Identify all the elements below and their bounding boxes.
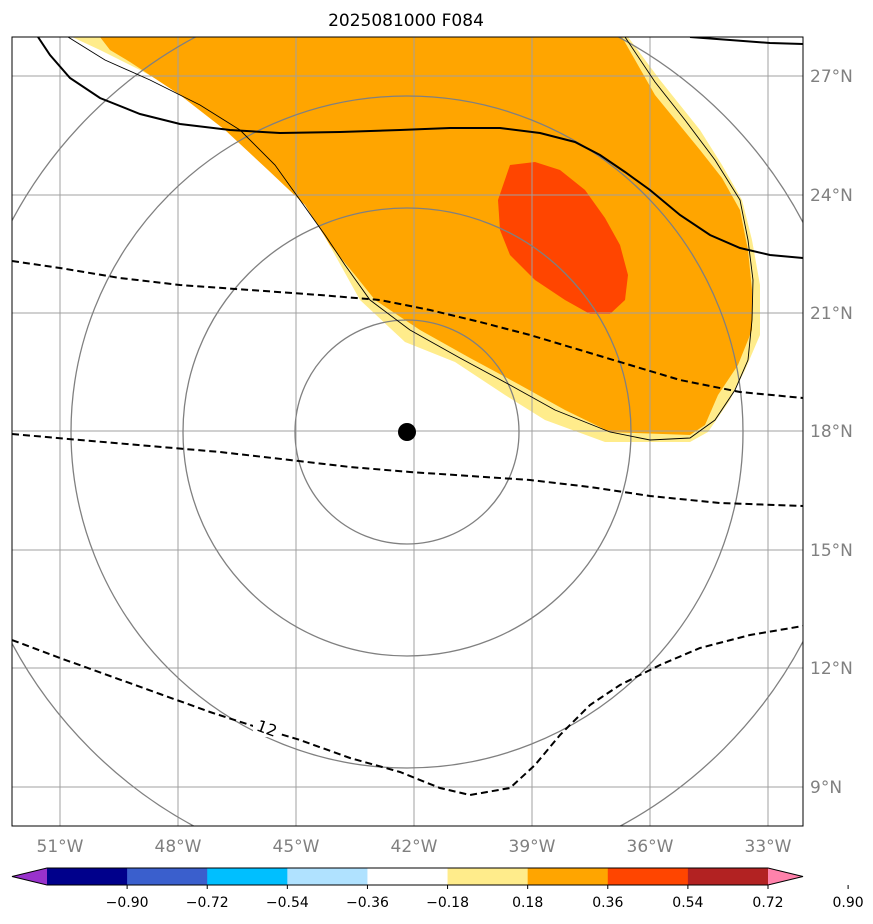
colorbar-segment	[607, 868, 689, 885]
lat-label: 18°N	[810, 422, 853, 442]
lat-label: 27°N	[810, 67, 853, 87]
storm-center-marker	[398, 423, 416, 441]
colorbar-extend-high	[768, 868, 803, 885]
map-frame	[11, 36, 804, 827]
lat-label: 9°N	[810, 778, 842, 798]
range-rings	[12, 37, 803, 826]
range-ring-1	[294, 319, 520, 545]
lon-label: 48°W	[155, 837, 202, 857]
colorbar-tick-label: −0.18	[426, 895, 469, 911]
range-ring-2	[182, 207, 632, 657]
map-area: 12	[12, 37, 803, 826]
contour-dashed-1	[12, 260, 803, 399]
dashed-contours	[12, 260, 803, 797]
longitude-labels: 51°W 48°W 45°W 42°W 39°W 36°W 33°W	[37, 837, 792, 857]
anomaly-fill-072	[498, 162, 628, 314]
lat-label: 15°N	[810, 541, 853, 561]
lat-label: 12°N	[810, 659, 853, 679]
colorbar-extend-low	[12, 868, 47, 885]
colorbar-tick-label: 0.18	[512, 895, 543, 911]
contour-label-bg	[253, 719, 281, 737]
range-ring-3	[70, 95, 744, 769]
colorbar-segment	[447, 868, 529, 885]
lon-label: 42°W	[391, 837, 438, 857]
colorbar-tick-label: −0.36	[346, 895, 389, 911]
colorbar-segment	[527, 868, 609, 885]
colorbar-outline	[11, 867, 804, 886]
colorbar-segment	[287, 868, 368, 885]
lon-label: 36°W	[627, 837, 674, 857]
contour-solid-2	[689, 37, 803, 45]
lon-label: 51°W	[37, 837, 84, 857]
lat-label: 24°N	[810, 186, 853, 206]
anomaly-outline	[67, 37, 754, 441]
colorbar-tick-label: 0.72	[752, 895, 783, 911]
colorbar: −0.90 −0.72 −0.54 −0.36 −0.18 0.18 0.36 0.54 0.7…	[11, 867, 864, 911]
anomaly-fill-054	[100, 37, 752, 435]
colorbar-segment	[367, 868, 449, 885]
lon-label: 45°W	[273, 837, 320, 857]
colorbar-segment	[207, 868, 288, 885]
colorbar-tick-label: −0.72	[186, 895, 229, 911]
colorbar-tick-label: 0.54	[672, 895, 703, 911]
colorbar-tick-label: 0.90	[833, 895, 864, 911]
contour-dashed-3	[12, 625, 803, 797]
colorbar-segment	[687, 868, 769, 885]
colorbar-tick-label: −0.90	[106, 895, 149, 911]
figure-title: 2025081000 F084	[328, 11, 484, 31]
colorbar-segment	[47, 868, 128, 885]
colorbar-segment	[127, 868, 208, 885]
contour-dashed-2	[12, 433, 803, 507]
graticule	[12, 37, 803, 826]
colorbar-tick-label: −0.54	[266, 895, 309, 911]
lon-label: 39°W	[509, 837, 556, 857]
lat-label: 21°N	[810, 304, 853, 324]
lon-label: 33°W	[745, 837, 792, 857]
latitude-labels: 27°N 24°N 21°N 18°N 15°N 12°N 9°N	[810, 67, 853, 798]
colorbar-tick-label: 0.36	[592, 895, 623, 911]
contour-solid-1	[37, 37, 803, 259]
